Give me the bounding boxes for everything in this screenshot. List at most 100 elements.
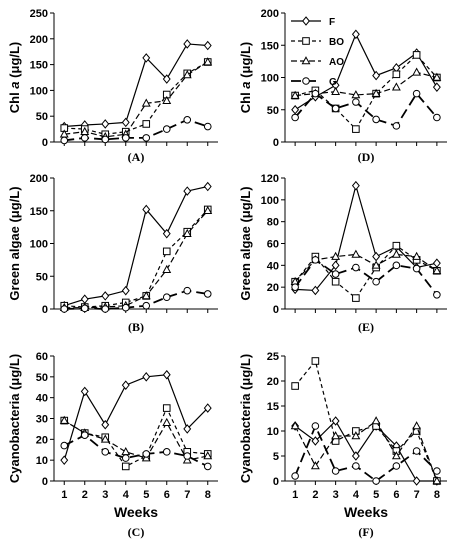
data-point-ao: [141, 98, 151, 107]
x-axis-title: Weeks: [114, 504, 158, 520]
data-point-g: [203, 290, 212, 298]
data-point-g: [162, 448, 171, 456]
y-tick-label: 50: [267, 105, 279, 117]
y-tick-label: 50: [36, 372, 48, 384]
data-point-ao: [162, 417, 172, 426]
y-tick-label: 100: [261, 195, 279, 207]
data-point-f: [162, 74, 171, 84]
data-point-g: [203, 462, 212, 471]
panel-label: (C): [128, 525, 145, 539]
series-line-bo: [63, 406, 208, 468]
data-point-f: [372, 70, 381, 81]
y-tick-label: 150: [261, 40, 279, 52]
data-point-f: [142, 53, 151, 63]
data-point-f: [203, 181, 212, 192]
data-point-g: [162, 125, 171, 133]
data-point-ao: [371, 88, 381, 97]
data-point-ao: [203, 57, 213, 66]
data-point-g: [331, 104, 340, 113]
data-point-g: [101, 305, 110, 313]
x-tick-label: 4: [123, 489, 130, 501]
series-line-g: [294, 258, 438, 296]
y-tick-label: 80: [267, 217, 279, 229]
data-point-bo: [311, 357, 320, 365]
data-point-g: [162, 293, 171, 302]
data-point-f: [203, 403, 212, 413]
y-axis-title: Cyanobacteria (μg/L): [7, 354, 22, 483]
y-tick-label: 20: [36, 434, 48, 446]
y-tick-label: 100: [30, 239, 48, 251]
x-axis-title: Weeks: [344, 504, 388, 520]
legend-label-ao: AO: [329, 57, 344, 68]
x-tick-label: 1: [61, 489, 67, 501]
data-point-bo: [392, 241, 401, 250]
data-point-f: [101, 119, 110, 129]
series-line-ao: [294, 253, 438, 283]
legend: F BO AO G: [291, 16, 344, 88]
y-axis-title: Cyanobacteria (μg/L): [238, 354, 253, 483]
data-point-g: [392, 122, 401, 130]
chart-panel: 0 5 10 15 20 25 1 2 3 4 5 6 7 8 Weeks Cyanobacteria (μg…: [238, 351, 447, 539]
chart-panel: 0 50 100 150 200 Chl a (μg/L) (D) F BO AO G: [238, 8, 447, 164]
y-tick-label: 150: [30, 206, 48, 218]
data-point-f: [80, 386, 89, 397]
data-point-ao: [351, 249, 361, 258]
series-line-g: [294, 92, 438, 127]
x-tick-label: 8: [434, 489, 440, 501]
y-tick-label: 0: [273, 304, 279, 316]
data-point-f: [351, 29, 360, 40]
data-point-f: [121, 117, 130, 128]
y-tick-label: 20: [267, 376, 279, 388]
data-point-bo: [352, 125, 360, 133]
x-tick-label: 1: [292, 489, 298, 501]
data-point-f: [372, 251, 381, 262]
data-point-bo: [392, 70, 401, 79]
series-line-bo: [294, 359, 438, 482]
x-tick-label: 6: [164, 489, 170, 501]
data-point-f: [412, 476, 421, 486]
data-point-ao: [391, 249, 401, 258]
data-point-ao: [391, 82, 401, 91]
data-point-bo: [331, 277, 340, 286]
panel-label: (A): [128, 150, 145, 164]
data-point-f: [121, 285, 130, 296]
data-point-g: [372, 477, 380, 485]
panel-label: (E): [358, 320, 374, 334]
data-point-g: [121, 303, 130, 312]
y-axis-title: Chl a (μg/L): [7, 42, 22, 114]
data-point-ao: [121, 446, 131, 456]
data-point-f: [121, 380, 130, 390]
chart-panel: 0 50 100 150 200 250 Chl a (μg/L) (A): [7, 8, 218, 164]
data-point-g: [121, 134, 130, 142]
legend-marker-ao: [301, 56, 311, 65]
data-point-f: [142, 372, 151, 382]
y-tick-label: 30: [36, 414, 48, 426]
y-tick-label: 0: [42, 137, 48, 149]
legend-label-bo: BO: [329, 37, 344, 48]
data-point-ao: [432, 476, 442, 485]
x-tick-label: 2: [312, 489, 318, 501]
data-point-ao: [412, 421, 422, 430]
legend-marker-f: [302, 16, 310, 26]
data-point-f: [101, 419, 110, 430]
data-point-f: [183, 186, 192, 196]
data-point-ao: [351, 90, 361, 99]
y-tick-label: 10: [267, 426, 279, 438]
data-point-bo: [162, 247, 171, 256]
y-tick-label: 5: [273, 451, 279, 463]
y-tick-label: 200: [30, 173, 48, 185]
y-tick-label: 10: [36, 455, 48, 467]
panel-label: (F): [358, 525, 373, 539]
data-point-g: [311, 422, 320, 430]
x-tick-label: 5: [373, 489, 379, 501]
data-point-ao: [203, 451, 213, 460]
y-tick-label: 120: [261, 173, 279, 185]
chart-panel: 0 50 100 150 200 Green algae (μg/L) (B): [7, 173, 218, 334]
data-point-g: [392, 261, 401, 270]
data-point-g: [101, 448, 110, 456]
data-point-ao: [331, 251, 341, 260]
series-line-f: [63, 374, 209, 461]
data-point-g: [311, 89, 320, 98]
data-point-g: [412, 264, 421, 273]
